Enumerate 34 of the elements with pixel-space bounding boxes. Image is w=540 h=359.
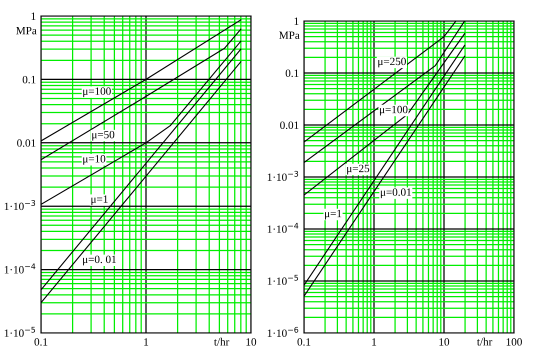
annotation: μ=0. 01 (83, 256, 116, 266)
y-tick-label: 0.01 (17, 139, 36, 147)
annotation: μ=250 (378, 58, 406, 68)
y-tick-label: 1·10$^{−4}$ (268, 222, 298, 233)
y-tick-label: 1·10$^{−3}$ (268, 170, 298, 181)
x-tick-label: 10 (439, 338, 450, 346)
x-tick-label: 0.1 (34, 338, 48, 346)
y-tick-label: 0.1 (286, 69, 298, 78)
annotation: μ=100 (380, 106, 408, 116)
annotation: μ=25 (347, 164, 370, 174)
x-axis-title: t/hr (214, 338, 230, 346)
y-axis-title: MPa (279, 32, 300, 40)
annotation: μ=1 (325, 210, 342, 220)
x-tick-label: 1 (144, 338, 148, 346)
x-tick-label: 100 (506, 338, 522, 346)
x-tick-label: 1 (372, 338, 376, 346)
x-tick-label: 10 (246, 338, 256, 346)
x-tick-label: 0.1 (297, 338, 310, 346)
y-axis-title: MPa (16, 26, 37, 34)
y-tick-label: 1 (32, 12, 36, 20)
y-tick-label: 1·10$^{−5}$ (4, 326, 36, 337)
annotation: μ=10 (83, 155, 106, 165)
y-tick-label: 1·10$^{−3}$ (4, 200, 36, 210)
y-tick-label: 0.01 (280, 121, 298, 130)
y-tick-label: 0.1 (22, 76, 36, 84)
annotation: μ=0.01 (380, 188, 411, 198)
y-tick-label: 1 (294, 18, 298, 25)
annotation: μ=50 (92, 130, 114, 141)
x-axis-title: t/hr (476, 338, 492, 346)
y-tick-label: 1·10$^{−5}$ (268, 274, 298, 285)
y-tick-label: 1·10$^{−4}$ (4, 263, 36, 274)
annotation: μ=1 (91, 195, 108, 206)
annotation: μ=100 (83, 87, 111, 98)
y-tick-label: 1·10$^{−6}$ (268, 326, 298, 337)
